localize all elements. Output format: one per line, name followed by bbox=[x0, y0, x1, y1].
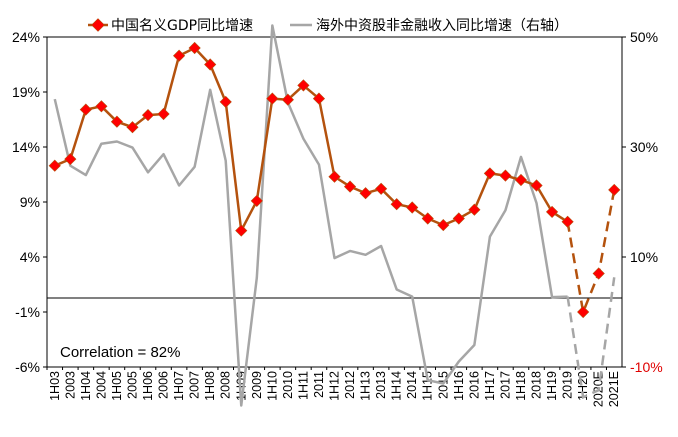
right-axis: 50% 30% 10% -10% bbox=[622, 29, 663, 375]
x-tick-label: 2008 bbox=[219, 371, 233, 399]
right-tick-label: 10% bbox=[630, 249, 658, 265]
x-tick-label: 2017 bbox=[498, 371, 512, 399]
right-tick-label: 50% bbox=[630, 29, 658, 45]
right-tick-label: -10% bbox=[630, 359, 663, 375]
gdp-data-point bbox=[608, 183, 621, 196]
gdp-data-point bbox=[173, 49, 186, 62]
x-tick-label: 1H03 bbox=[48, 371, 62, 401]
left-tick-label: 24% bbox=[12, 29, 40, 45]
legend-item-gdp: 中国名义GDP同比增速 bbox=[88, 18, 253, 34]
x-tick-label: 1H11 bbox=[296, 371, 310, 400]
x-tick-label: 1H10 bbox=[265, 371, 279, 401]
x-tick-label: 2021E bbox=[607, 371, 621, 407]
x-tick-label: 2006 bbox=[157, 371, 171, 399]
left-tick-label: 9% bbox=[20, 194, 40, 210]
x-tick-label: 2004 bbox=[94, 371, 108, 399]
gdp-data-point bbox=[126, 121, 139, 134]
left-tick-label: -6% bbox=[15, 359, 40, 375]
gdp-data-point bbox=[343, 180, 357, 193]
gdp-data-point bbox=[452, 212, 465, 225]
gdp-data-point bbox=[359, 187, 372, 200]
x-axis: 1H03 2003 1H04 2004 1H05 2005 1H06 2006 1H07 2007… bbox=[46, 367, 621, 407]
series-overseas-revenue bbox=[53, 24, 616, 407]
gdp-data-point bbox=[48, 159, 61, 172]
legend: 中国名义GDP同比增速 海外中资股非金融收入同比增速（右轴） bbox=[88, 18, 568, 34]
x-tick-label: 2013 bbox=[374, 371, 388, 399]
gdp-data-point bbox=[499, 169, 512, 182]
series-line-dashed bbox=[566, 189, 616, 317]
legend-label-overseas: 海外中资股非金融收入同比增速（右轴） bbox=[316, 18, 568, 34]
x-tick-label: 1H04 bbox=[79, 371, 93, 401]
gdp-data-point bbox=[79, 103, 92, 116]
gdp-data-point bbox=[514, 173, 528, 187]
correlation-annotation: Correlation = 82% bbox=[60, 344, 180, 361]
gdp-data-point bbox=[204, 58, 217, 71]
x-tick-label: 1H05 bbox=[110, 371, 124, 401]
legend-item-overseas: 海外中资股非金融收入同比增速（右轴） bbox=[290, 18, 568, 34]
x-tick-label: 1H07 bbox=[172, 371, 186, 401]
gdp-data-point bbox=[312, 92, 326, 105]
x-tick-label: 1H08 bbox=[203, 371, 217, 401]
series-line-solid bbox=[54, 46, 569, 232]
x-tick-label: 1H06 bbox=[141, 371, 155, 401]
gdp-data-point bbox=[406, 201, 419, 214]
gdp-data-point bbox=[188, 41, 201, 55]
legend-label-gdp: 中国名义GDP同比增速 bbox=[111, 18, 253, 34]
gdp-data-point bbox=[328, 170, 341, 183]
gdp-data-point bbox=[421, 212, 434, 225]
series-gdp bbox=[54, 46, 616, 317]
left-tick-label: -1% bbox=[15, 304, 40, 320]
gdp-data-point bbox=[483, 167, 496, 180]
gdp-data-point bbox=[592, 267, 605, 280]
x-tick-label: 2009 bbox=[250, 371, 264, 399]
gdp-data-point bbox=[64, 153, 77, 166]
x-tick-label: 1H14 bbox=[390, 371, 404, 401]
x-tick-label: 2010 bbox=[281, 371, 295, 399]
gdp-data-point bbox=[266, 92, 279, 105]
left-tick-label: 19% bbox=[12, 84, 40, 100]
gdp-data-point bbox=[561, 215, 574, 228]
gdp-data-point bbox=[110, 115, 124, 128]
x-tick-label: 1H13 bbox=[359, 371, 373, 401]
x-tick-label: 1H17 bbox=[483, 371, 497, 401]
gdp-data-point bbox=[468, 203, 481, 216]
x-tick-label: 1H18 bbox=[514, 371, 528, 401]
right-tick-label: 30% bbox=[630, 139, 658, 155]
x-tick-label: 2012 bbox=[343, 371, 357, 399]
series-line-solid bbox=[53, 24, 568, 407]
left-tick-label: 14% bbox=[12, 139, 40, 155]
gdp-data-point bbox=[390, 198, 403, 211]
x-tick-label: 2011 bbox=[312, 371, 326, 398]
x-tick-label: 2003 bbox=[63, 371, 77, 399]
gdp-data-point bbox=[235, 224, 248, 237]
gdp-data-point bbox=[530, 179, 543, 192]
gdp-markers bbox=[48, 41, 621, 319]
x-tick-label: 1H12 bbox=[328, 371, 342, 401]
x-tick-label: 2014 bbox=[405, 371, 419, 399]
gdp-data-point bbox=[95, 100, 108, 113]
gdp-data-point bbox=[297, 79, 310, 92]
gdp-data-point bbox=[545, 205, 559, 218]
x-tick-label: 2018 bbox=[530, 371, 544, 399]
gdp-data-point bbox=[219, 95, 232, 108]
x-tick-label: 2007 bbox=[188, 371, 202, 399]
gdp-data-point bbox=[281, 93, 294, 106]
gdp-data-point bbox=[250, 194, 263, 207]
x-tick-label: 1H19 bbox=[545, 371, 559, 401]
x-tick-label: 1H16 bbox=[452, 371, 466, 401]
gdp-data-point bbox=[157, 107, 170, 121]
gdp-data-point bbox=[577, 305, 590, 319]
x-tick-label: 1H15 bbox=[421, 371, 435, 401]
gdp-data-point bbox=[375, 182, 388, 195]
gdp-data-point bbox=[437, 219, 450, 232]
series-line-dashed bbox=[566, 277, 616, 400]
left-tick-label: 4% bbox=[20, 249, 40, 265]
x-tick-label: 2005 bbox=[125, 371, 139, 399]
x-tick-label: 2016 bbox=[467, 371, 481, 399]
x-tick-label: 2019 bbox=[561, 371, 575, 399]
gdp-data-point bbox=[141, 109, 155, 122]
left-axis: 24% 19% 14% 9% 4% -1% -6% bbox=[12, 29, 47, 375]
